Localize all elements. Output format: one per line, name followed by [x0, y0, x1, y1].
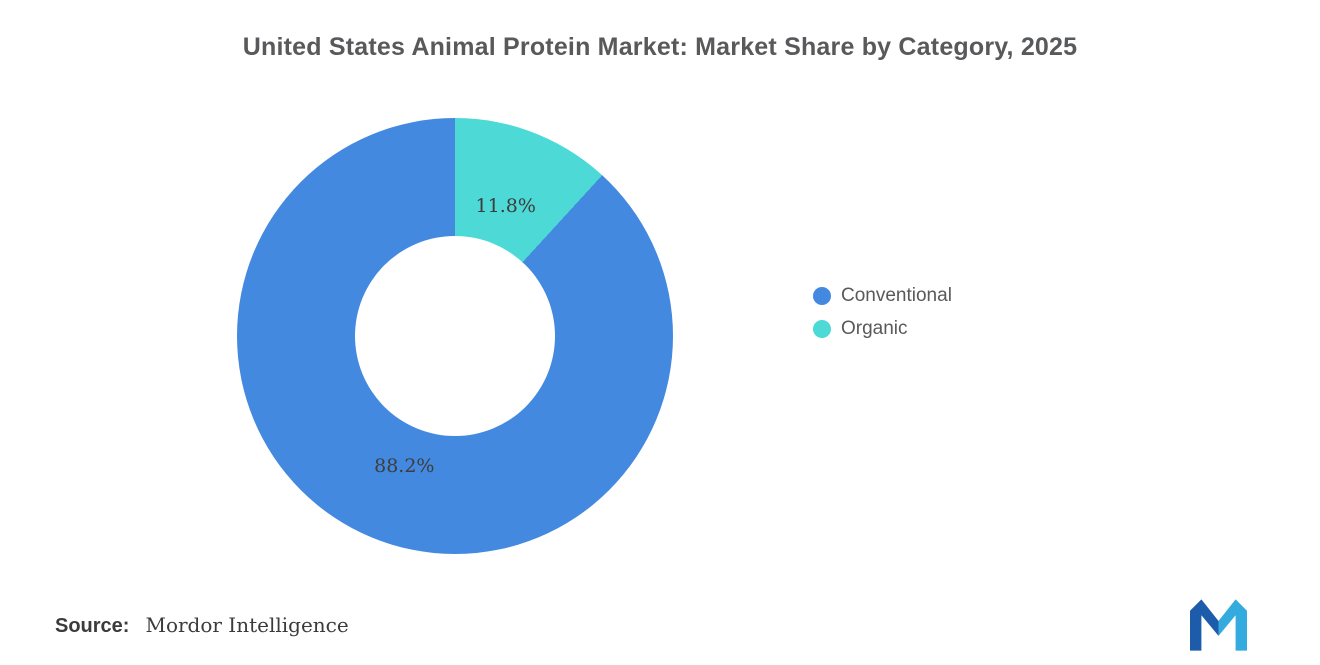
legend-label-conventional: Conventional — [841, 285, 952, 306]
source-label: Source: — [55, 615, 130, 637]
donut-hole — [355, 236, 555, 436]
legend-item-conventional[interactable]: Conventional — [813, 284, 952, 308]
legend-item-organic[interactable]: Organic — [813, 317, 952, 341]
slice-label-conventional: 88.2% — [374, 455, 435, 478]
legend-swatch-conventional-icon — [813, 287, 831, 305]
legend: Conventional Organic — [813, 284, 952, 350]
mordor-intelligence-logo — [1190, 599, 1247, 651]
legend-swatch-organic-icon — [813, 320, 831, 338]
source-line: Source: Mordor Intelligence — [55, 613, 349, 638]
chart-title: United States Animal Protein Market: Mar… — [242, 33, 1078, 61]
legend-label-organic: Organic — [841, 318, 908, 339]
source-value: Mordor Intelligence — [145, 613, 349, 637]
donut-chart: 11.8% 88.2% — [237, 118, 673, 554]
slice-label-organic: 11.8% — [475, 194, 536, 217]
